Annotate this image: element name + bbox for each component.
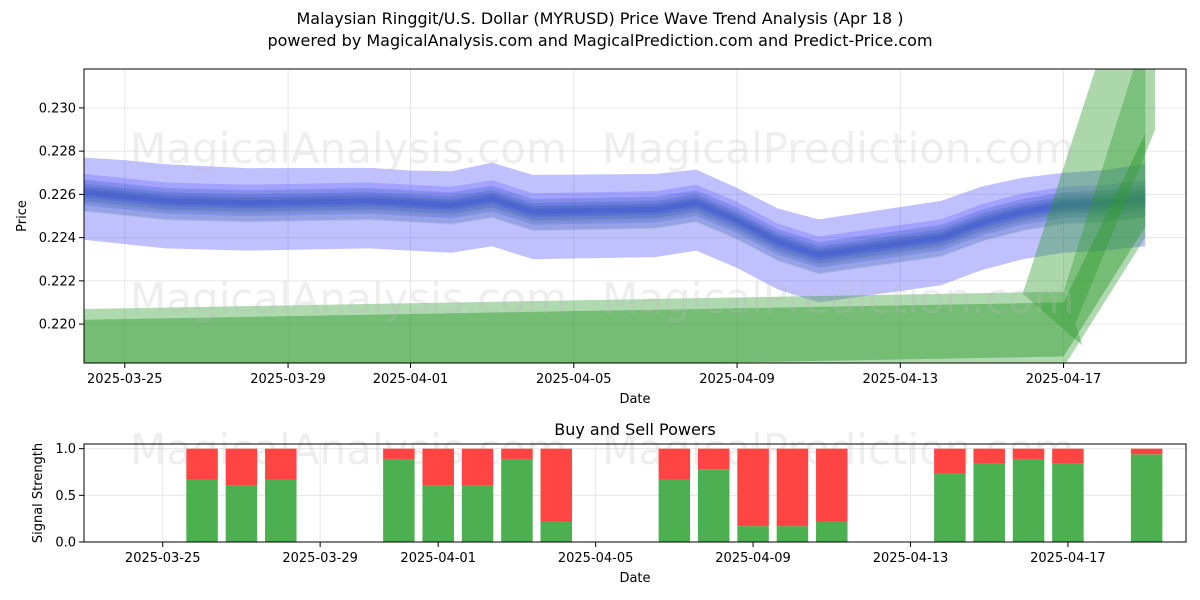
sell-bar [934,448,966,474]
price-x-tick-label: 2025-04-13 [863,372,939,387]
green-wave-shadow [84,180,1146,275]
buy-bar [973,463,1005,542]
buy-bar [225,485,258,542]
price-watermarks: MagicalAnalysis.com MagicalPrediction.co… [130,124,1075,323]
signal-panel-title: Buy and Sell Powers [554,420,716,439]
green-wave-shadow [84,185,1146,266]
price-y-tick-label: 0.220 [39,318,76,333]
chart-subtitle: powered by MagicalAnalysis.com and Magic… [267,31,933,50]
signal-x-tick-label: 2025-04-01 [400,551,476,566]
blue-wave-band [84,157,1146,303]
sell-bar [540,448,573,522]
signal-y-tick-label: 1.0 [55,442,76,457]
signal-x-tick-label: 2025-04-09 [715,551,791,566]
sell-bar [737,448,769,527]
green-rise-band [1022,69,1156,346]
price-bands [84,69,1156,363]
blue-wave-band [84,186,1146,261]
price-x-tick-label: 2025-04-05 [536,372,612,387]
price-x-tick-label: 2025-04-17 [1026,372,1102,387]
sell-bar [697,448,730,470]
sell-bar [658,448,691,480]
sell-bar [422,448,454,486]
signal-x-tick-label: 2025-04-05 [558,551,634,566]
signal-axis-ticks: 2025-03-25 2025-03-29 2025-04-01 2025-04-05… [55,442,1105,566]
watermark-2: MagicalPrediction.com [602,124,1075,173]
signal-bars [186,448,1163,542]
price-x-tick-label: 2025-04-01 [373,372,449,387]
signal-y-axis-label: Signal Strength [31,443,46,543]
price-y-tick-label: 0.226 [39,188,76,203]
buy-bar [383,458,415,542]
signal-x-tick-label: 2025-04-13 [873,551,949,566]
sell-bar [186,448,218,480]
price-y-tick-label: 0.222 [39,274,76,289]
signal-plot-frame [83,443,1187,543]
buy-bar [697,469,730,542]
green-wave-band [84,69,1146,363]
sell-bar [1012,448,1045,459]
sell-bar [1130,448,1163,455]
buy-bar [186,479,218,542]
buy-bar [658,479,691,542]
price-x-axis-label: Date [619,392,650,407]
blue-wave-band [84,179,1146,268]
price-y-tick-label: 0.230 [39,101,76,116]
sell-bar [225,448,258,486]
signal-x-tick-label: 2025-03-25 [125,551,201,566]
buy-bar [737,526,769,542]
buy-bar [501,458,533,542]
signal-x-axis-label: Date [619,571,650,586]
signal-x-tick-label: 2025-04-17 [1030,551,1106,566]
sell-bar [461,448,494,486]
blue-wave-band [84,183,1146,264]
signal-x-tick-label: 2025-03-29 [282,551,358,566]
price-x-tick-label: 2025-03-25 [87,372,163,387]
buy-bar [265,479,297,542]
sell-bar [776,448,809,527]
price-y-tick-label: 0.224 [39,231,76,246]
price-x-tick-label: 2025-04-09 [699,372,775,387]
price-axis-ticks: 2025-03-25 2025-03-29 2025-04-01 2025-04-05… [39,101,1102,387]
buy-bar [461,485,494,542]
sell-bar [973,448,1005,464]
buy-bar [1052,463,1084,542]
buy-bar [422,485,454,542]
buy-bar [934,473,966,542]
watermark-3: MagicalAnalysis.com [130,274,567,323]
price-y-axis-label: Price [15,200,30,232]
sell-bar [816,448,848,522]
buy-bar [776,526,809,542]
watermark-1: MagicalAnalysis.com [130,124,567,173]
sell-bar [501,448,533,459]
signal-y-tick-label: 0.0 [55,536,76,551]
buy-bar [540,521,573,542]
price-x-tick-label: 2025-03-29 [250,372,326,387]
signal-y-tick-label: 0.5 [55,489,76,504]
price-y-tick-label: 0.228 [39,145,76,160]
sell-bar [265,448,297,480]
price-plot-frame [83,68,1187,364]
price-grid [84,69,1186,363]
sell-bar [383,448,415,459]
sell-bar [1052,448,1084,464]
buy-bar [816,521,848,542]
buy-bar [1130,454,1163,542]
watermark-4: MagicalPrediction.com [602,274,1075,323]
blue-wave-band [84,173,1146,274]
buy-bar [1012,458,1045,542]
green-wave-band [84,133,1146,363]
chart-title: Malaysian Ringgit/U.S. Dollar (MYRUSD) P… [296,9,904,28]
